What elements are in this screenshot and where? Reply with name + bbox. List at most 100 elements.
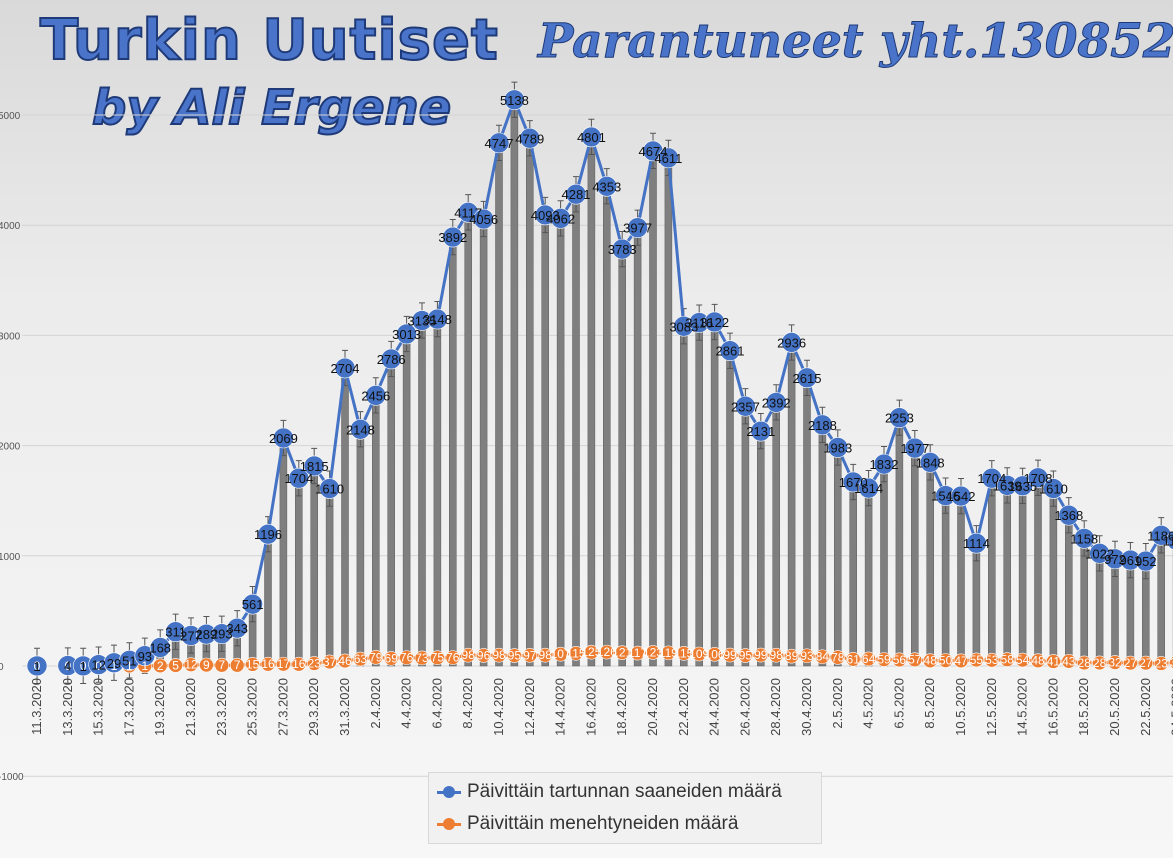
infections-point <box>719 340 741 362</box>
deaths-point <box>537 647 553 663</box>
deaths-data-label: 7 <box>218 658 225 672</box>
bar <box>710 321 719 667</box>
deaths-point <box>1030 653 1046 669</box>
infections-point <box>966 532 987 554</box>
deaths-data-label: 95 <box>508 649 522 663</box>
bar <box>1018 485 1027 667</box>
infections-data-label: 1977 <box>900 441 929 456</box>
deaths-data-label: 99 <box>723 648 737 662</box>
legend-item-deaths[interactable]: Päivittäin menehtyneiden määrä <box>437 809 738 839</box>
x-tick-label: 22.4.2020 <box>676 678 691 736</box>
infections-data-label: 561 <box>242 597 264 612</box>
infections-point <box>781 332 802 353</box>
infections-data-label: 3013 <box>392 327 421 342</box>
deaths-data-label: 75 <box>431 651 445 665</box>
bar <box>418 320 426 667</box>
infections-point <box>827 437 849 458</box>
deaths-data-label: 76 <box>400 651 414 665</box>
y-axis-ticks: -1000 0 1000 2000 3000 4000 5000 <box>0 111 24 783</box>
infections-data-label: 3083 <box>669 319 698 334</box>
x-tick-label: 4.4.2020 <box>399 678 414 729</box>
infections-data-label: 3116 <box>685 316 713 331</box>
deaths-point <box>430 650 445 666</box>
x-tick-label: 31.3.2020 <box>337 678 352 736</box>
bar <box>757 430 765 667</box>
x-tick-label: 27.3.2020 <box>275 678 290 736</box>
deaths-data-label: 117 <box>628 646 647 660</box>
deaths-data-label: 0 <box>34 659 41 673</box>
infections-point <box>273 427 294 449</box>
deaths-point <box>414 650 430 666</box>
deaths-point <box>1138 655 1154 671</box>
deaths-data-label: 53 <box>985 653 999 667</box>
deaths-point <box>707 647 722 662</box>
infections-data-label: 2148 <box>346 422 375 437</box>
deaths-point <box>1046 654 1061 669</box>
y-tick-label: 3000 <box>0 331 21 342</box>
infections-point <box>1043 478 1064 499</box>
deaths-data-label: 115 <box>566 646 585 660</box>
bar <box>988 477 996 667</box>
infections-point <box>149 637 171 658</box>
infections-data-label: 1614 <box>854 481 883 496</box>
deaths-point <box>445 650 461 665</box>
infections-point <box>627 217 648 239</box>
x-tick-label: 19.3.2020 <box>152 678 167 736</box>
deaths-point <box>676 646 692 661</box>
deaths-point <box>984 652 1000 668</box>
x-axis-ticks: 11.3.2020 13.3.2020 15.3.2020 17.3.2020 19.3… <box>29 678 1173 736</box>
deaths-data-label: 55 <box>970 653 984 667</box>
deaths-data-label: 16 <box>292 657 306 671</box>
infections-data-label: 311 <box>165 625 186 640</box>
bar <box>787 342 796 667</box>
x-tick-label: 24.5.2020 <box>1169 678 1173 736</box>
deaths-point <box>584 644 599 660</box>
bar <box>618 248 626 667</box>
infections-data-label: 1708 <box>1024 471 1053 486</box>
deaths-data-labels: 0 0 0 0 1 1 1 2 5 12 9 7 7 15 16 17 16 23 37 46 63 79 69 76 73 75… <box>34 645 1173 673</box>
deaths-point <box>938 653 953 668</box>
deaths-point <box>1061 653 1077 669</box>
deaths-point <box>892 652 907 668</box>
infections-data-label: 168 <box>149 640 171 655</box>
infections-data-label: 2615 <box>793 371 822 386</box>
infections-data-label: 2131 <box>746 424 775 439</box>
infections-point <box>504 89 525 111</box>
x-tick-label: 22.5.2020 <box>1138 678 1153 736</box>
bar <box>402 333 411 667</box>
deaths-data-label: 12 <box>184 658 198 672</box>
infections-point <box>873 453 895 475</box>
deaths-point <box>152 658 168 674</box>
bars-layer <box>33 81 1173 685</box>
x-tick-label: 21.3.2020 <box>183 678 198 736</box>
infections-data-label: 1542 <box>947 489 976 504</box>
infections-data-label: 1158 <box>1070 531 1098 546</box>
deaths-point <box>507 648 522 663</box>
deaths-point <box>953 653 969 669</box>
bar <box>726 350 734 667</box>
legend-item-infections[interactable]: Päivittäin tartunnan saaneiden määrä <box>437 777 782 807</box>
infections-point <box>950 485 972 507</box>
bar <box>818 424 827 667</box>
gridlines <box>22 114 1173 777</box>
x-tick-label: 10.5.2020 <box>953 678 968 736</box>
deaths-point <box>291 656 307 672</box>
bar <box>264 533 272 667</box>
deaths-data-label: 28 <box>1093 656 1107 670</box>
infections-data-label: 2069 <box>269 431 298 446</box>
infections-point <box>565 183 587 205</box>
infections-point <box>257 523 279 545</box>
infections-data-label: 1610 <box>315 482 344 497</box>
deaths-data-label: 0 <box>95 659 102 673</box>
infections-data-label: 293 <box>211 627 233 642</box>
deaths-point <box>722 647 738 663</box>
infections-data-label: 4 <box>64 659 71 674</box>
infections-point <box>750 420 772 442</box>
deaths-data-label: 59 <box>877 652 891 666</box>
bar <box>911 447 919 667</box>
deaths-point <box>199 657 214 673</box>
x-tick-label: 29.3.2020 <box>306 678 321 736</box>
infections-point <box>26 655 48 677</box>
deaths-data-label: 99 <box>754 648 768 662</box>
infections-data-label: 2861 <box>716 344 745 359</box>
